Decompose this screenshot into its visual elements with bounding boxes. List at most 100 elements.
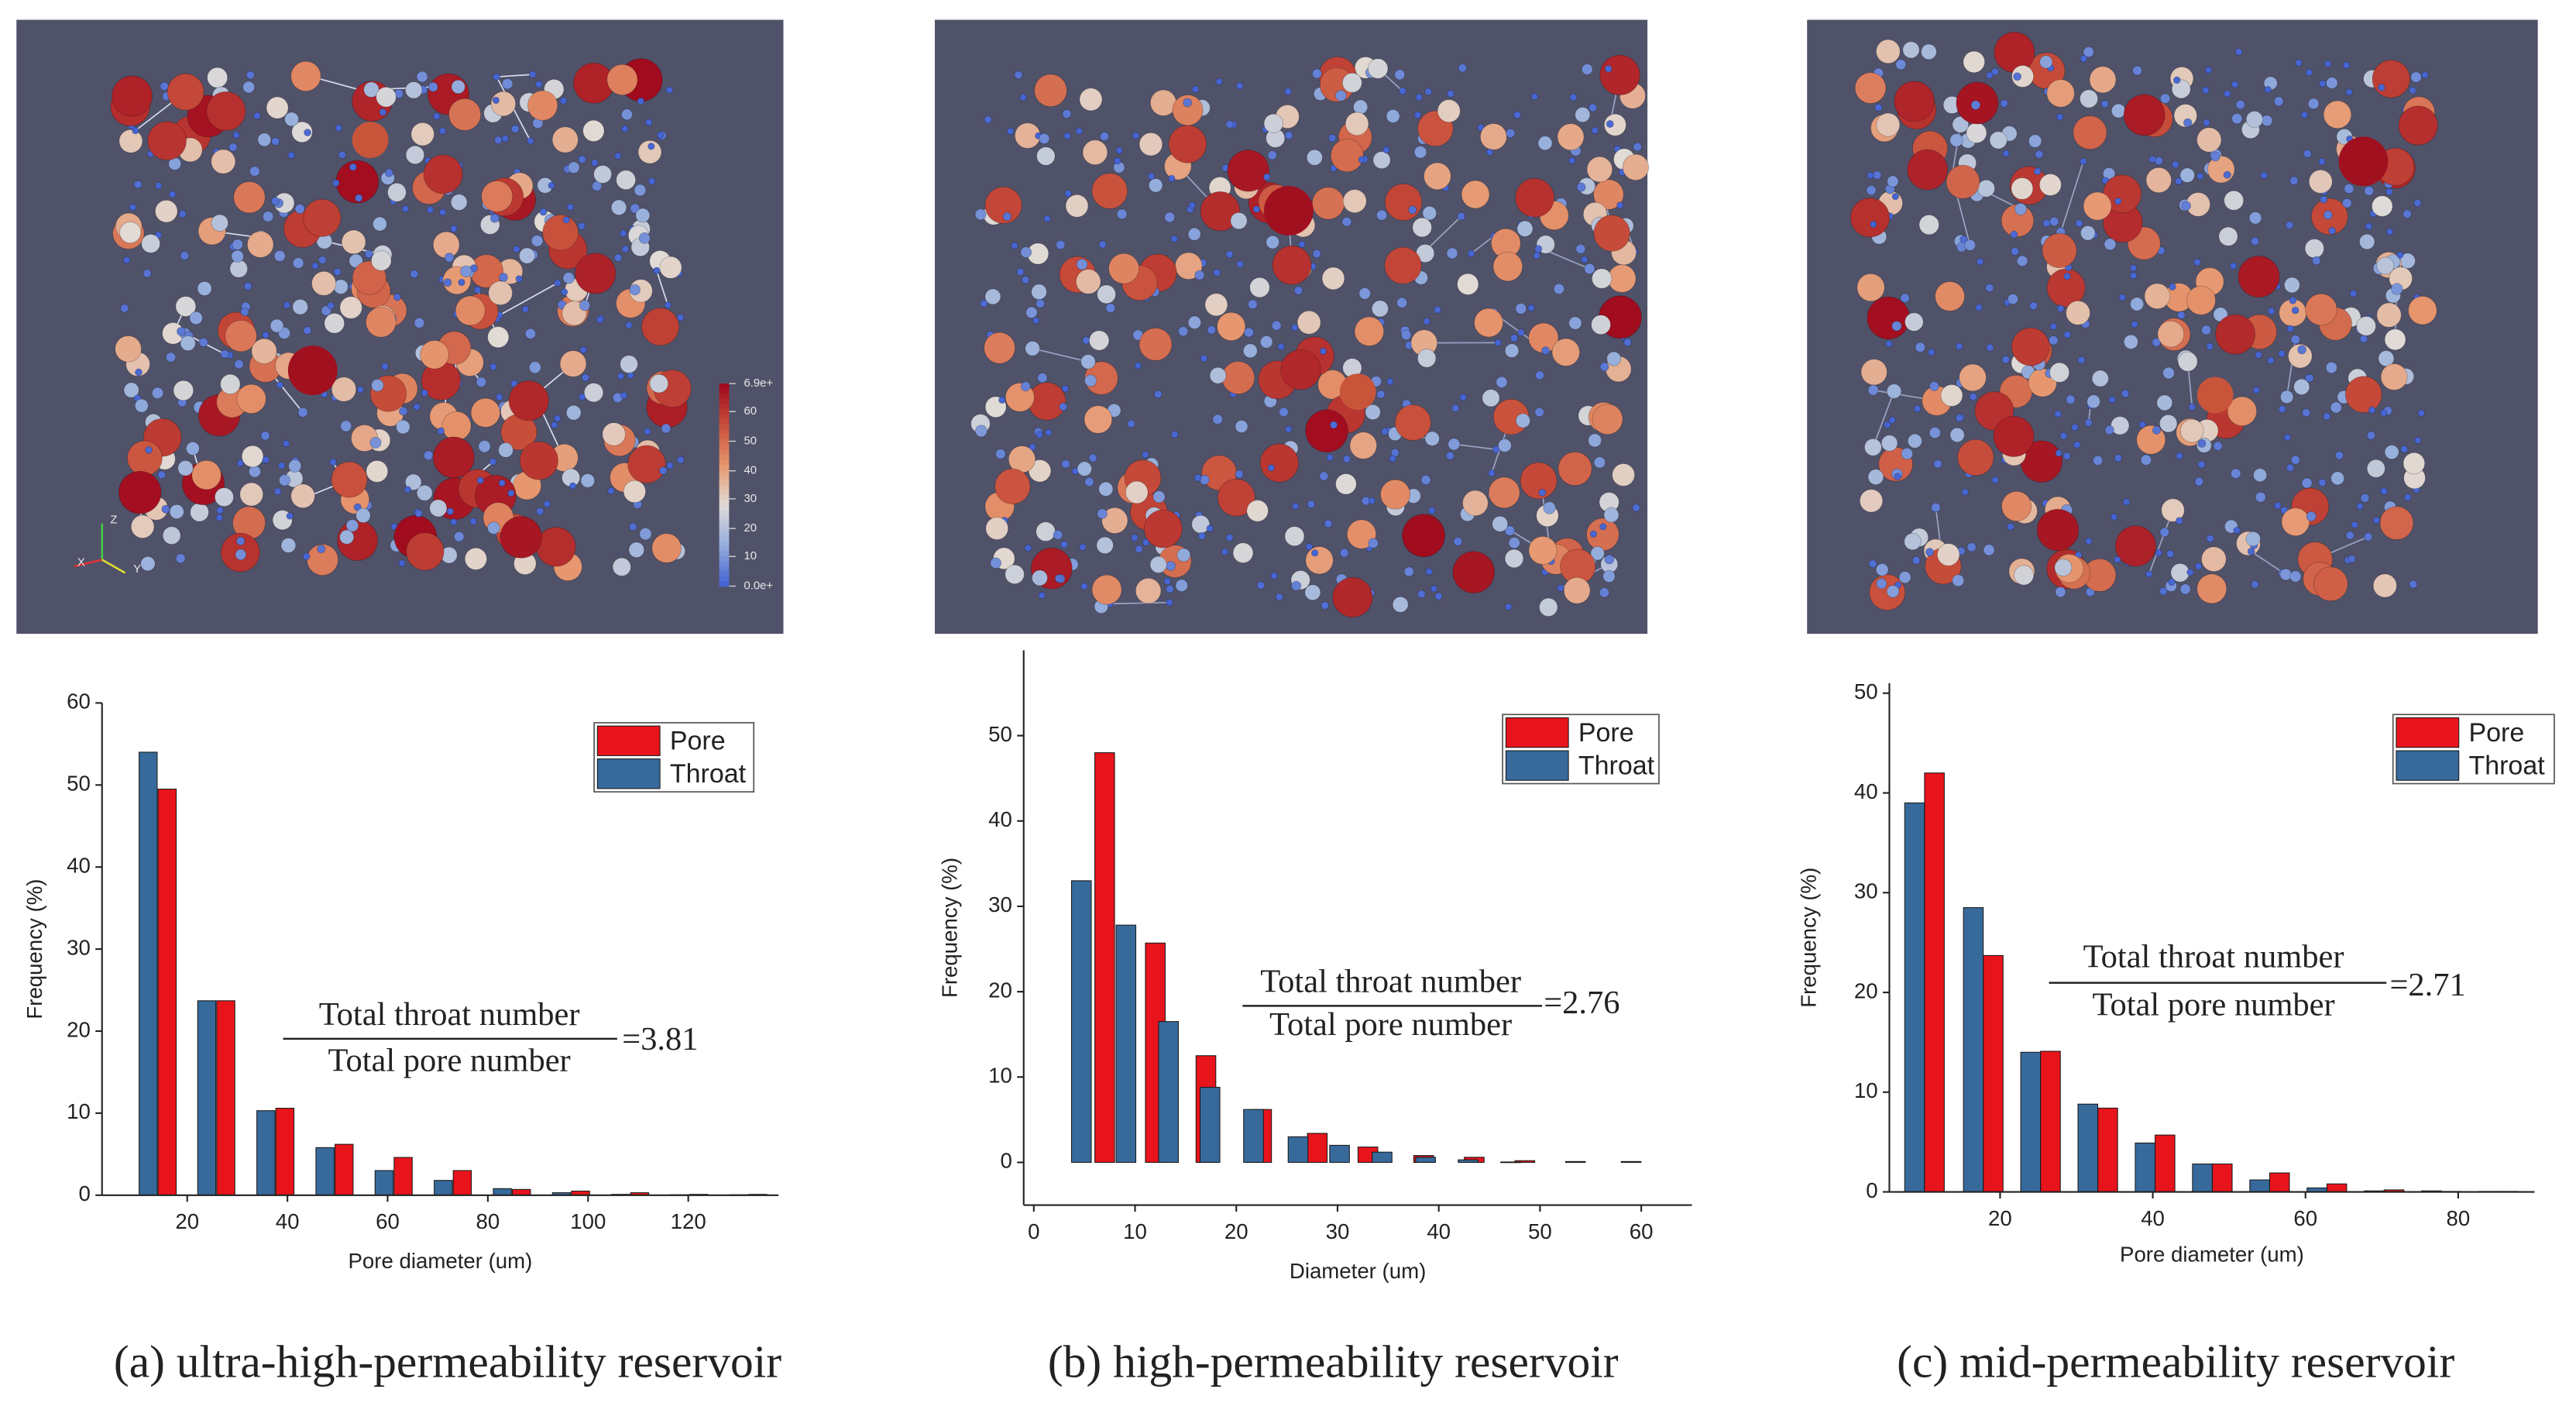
pore: [508, 380, 549, 421]
pore: [376, 86, 397, 108]
pore: [1330, 164, 1338, 172]
pore: [288, 459, 302, 473]
pore: [130, 514, 155, 539]
x-axis-label: Pore diameter (um): [2120, 1243, 2304, 1267]
pore: [1437, 99, 1461, 123]
pore: [990, 557, 1001, 569]
pore: [1921, 43, 1937, 60]
pore: [1957, 438, 1994, 476]
pore: [1622, 153, 1650, 181]
pore: [291, 121, 313, 143]
pore: [277, 462, 286, 469]
pore: [1272, 245, 1312, 285]
pore: [235, 548, 247, 561]
pore: [1225, 250, 1234, 259]
pore: [579, 300, 591, 311]
pore: [2372, 60, 2410, 98]
pore: [2218, 226, 2238, 246]
pore: [2231, 468, 2241, 479]
pore: [1291, 580, 1302, 591]
pore: [2111, 103, 2126, 119]
pore: [384, 168, 393, 177]
throat: [499, 282, 558, 316]
pore: [2144, 283, 2171, 310]
colorbar-segment: [719, 515, 730, 521]
pore: [1298, 240, 1306, 249]
pore: [2080, 225, 2096, 241]
pore: [1856, 273, 1885, 302]
pore: [1933, 459, 1942, 469]
pore: [1096, 536, 1114, 555]
legend-swatch: [1505, 750, 1569, 781]
pore: [379, 108, 387, 116]
annotation-denominator: Total pore number: [2092, 986, 2334, 1023]
pore: [1194, 270, 1205, 280]
pore: [2114, 454, 2122, 462]
pore: [1492, 251, 1523, 282]
pore: [413, 403, 421, 411]
pore: [1075, 269, 1101, 294]
pore: [638, 232, 651, 244]
pore: [2194, 562, 2203, 570]
pore: [1062, 109, 1072, 119]
x-tick-label: 20: [175, 1209, 199, 1233]
pore: [1402, 514, 1446, 558]
pore: [1904, 532, 1922, 551]
y-tick-label: 40: [988, 807, 1012, 831]
pore: [1424, 88, 1433, 96]
pore: [554, 414, 562, 422]
pore: [1188, 201, 1196, 209]
pore: [228, 143, 238, 152]
colorbar-segment: [719, 459, 730, 466]
pore: [1020, 246, 1032, 258]
pore: [262, 331, 270, 339]
pore: [1232, 542, 1254, 564]
pore: [443, 278, 452, 287]
x-tick-label: 50: [1528, 1219, 1552, 1243]
pore: [1312, 249, 1321, 259]
pore: [1400, 329, 1412, 341]
pore: [2028, 134, 2042, 148]
pore: [1867, 296, 1910, 340]
pore: [1168, 125, 1207, 163]
pore: [140, 555, 156, 572]
pore: [1293, 286, 1303, 295]
pore: [2049, 216, 2059, 226]
pore: [1116, 208, 1128, 220]
pore: [578, 155, 586, 164]
pore: [1036, 521, 1056, 542]
pore: [1492, 515, 1509, 532]
pore: [2377, 84, 2385, 91]
pore: [1168, 174, 1176, 183]
pore: [1244, 327, 1254, 338]
pore: [317, 545, 326, 554]
pore: [1329, 421, 1338, 429]
pore: [2183, 118, 2193, 128]
colorbar-segment: [719, 551, 730, 557]
x-tick-label: 60: [2293, 1206, 2317, 1230]
pore: [529, 70, 537, 78]
pore: [2063, 272, 2071, 280]
pore: [2161, 498, 2185, 522]
pore: [1599, 523, 1607, 531]
pore: [1031, 284, 1047, 301]
pore: [469, 518, 477, 525]
pore: [984, 115, 992, 124]
pore: [271, 137, 280, 146]
pore: [628, 522, 637, 531]
pore: [1868, 559, 1877, 569]
pore: [2235, 100, 2245, 110]
pore: [565, 404, 582, 421]
colorbar-segment: [719, 449, 730, 456]
colorbar-segment: [719, 414, 730, 420]
pore: [2111, 416, 2130, 435]
bar: [1415, 1157, 1436, 1163]
pore: [2344, 184, 2354, 194]
pore: [629, 284, 641, 296]
pore: [2104, 238, 2117, 251]
pore: [1633, 142, 1642, 152]
pore: [1034, 74, 1067, 108]
pore: [1135, 545, 1143, 553]
pore: [2253, 468, 2268, 483]
bar: [2249, 1179, 2270, 1193]
